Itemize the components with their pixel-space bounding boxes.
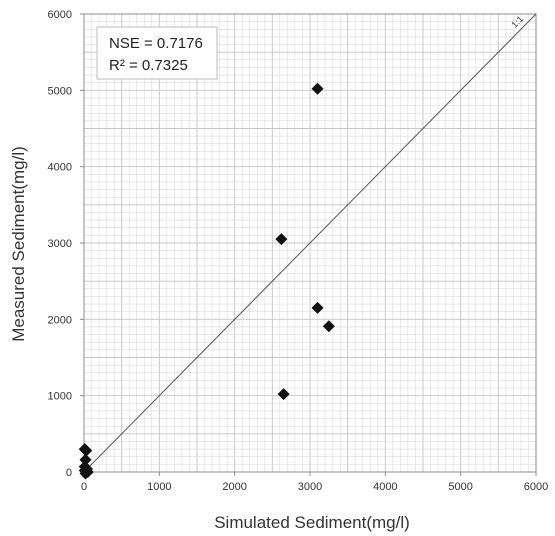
y-tick-label: 3000: [48, 238, 72, 250]
x-tick-label: 2000: [222, 481, 246, 493]
data-point-marker: [311, 301, 324, 314]
data-point-marker: [277, 388, 290, 401]
data-point-marker: [311, 82, 324, 95]
y-tick-label: 1000: [48, 391, 72, 403]
data-points: [78, 82, 335, 480]
x-tick-label: 6000: [524, 481, 548, 493]
x-tick-label: 5000: [448, 481, 472, 493]
r2-label: R² = 0.7325: [109, 57, 188, 74]
nse-label: NSE = 0.7176: [109, 35, 203, 52]
data-point-marker: [80, 444, 93, 457]
y-tick-label: 0: [66, 467, 72, 479]
x-tick-label: 0: [81, 481, 87, 493]
data-point-marker: [275, 233, 288, 246]
y-tick-label: 2000: [48, 314, 72, 326]
data-point-marker: [79, 453, 92, 466]
y-axis-title: Measured Sediment(mg/l): [9, 146, 28, 342]
data-point-marker: [79, 467, 92, 480]
one-to-one-line: [83, 13, 537, 473]
x-tick-label: 1000: [147, 481, 171, 493]
x-tick-label: 3000: [298, 481, 322, 493]
x-axis-title: Simulated Sediment(mg/l): [214, 513, 410, 532]
data-point-marker: [322, 320, 335, 333]
y-tick-label: 4000: [48, 162, 72, 174]
y-tick-label: 6000: [48, 9, 72, 21]
x-tick-label: 4000: [373, 481, 397, 493]
grid: [84, 14, 536, 472]
axis-ticks: 0 1000 2000 3000 4000 5000 6000 0 1000 2000 3000 40…: [48, 9, 549, 493]
y-tick-label: 5000: [48, 85, 72, 97]
stats-box: [96, 26, 218, 80]
